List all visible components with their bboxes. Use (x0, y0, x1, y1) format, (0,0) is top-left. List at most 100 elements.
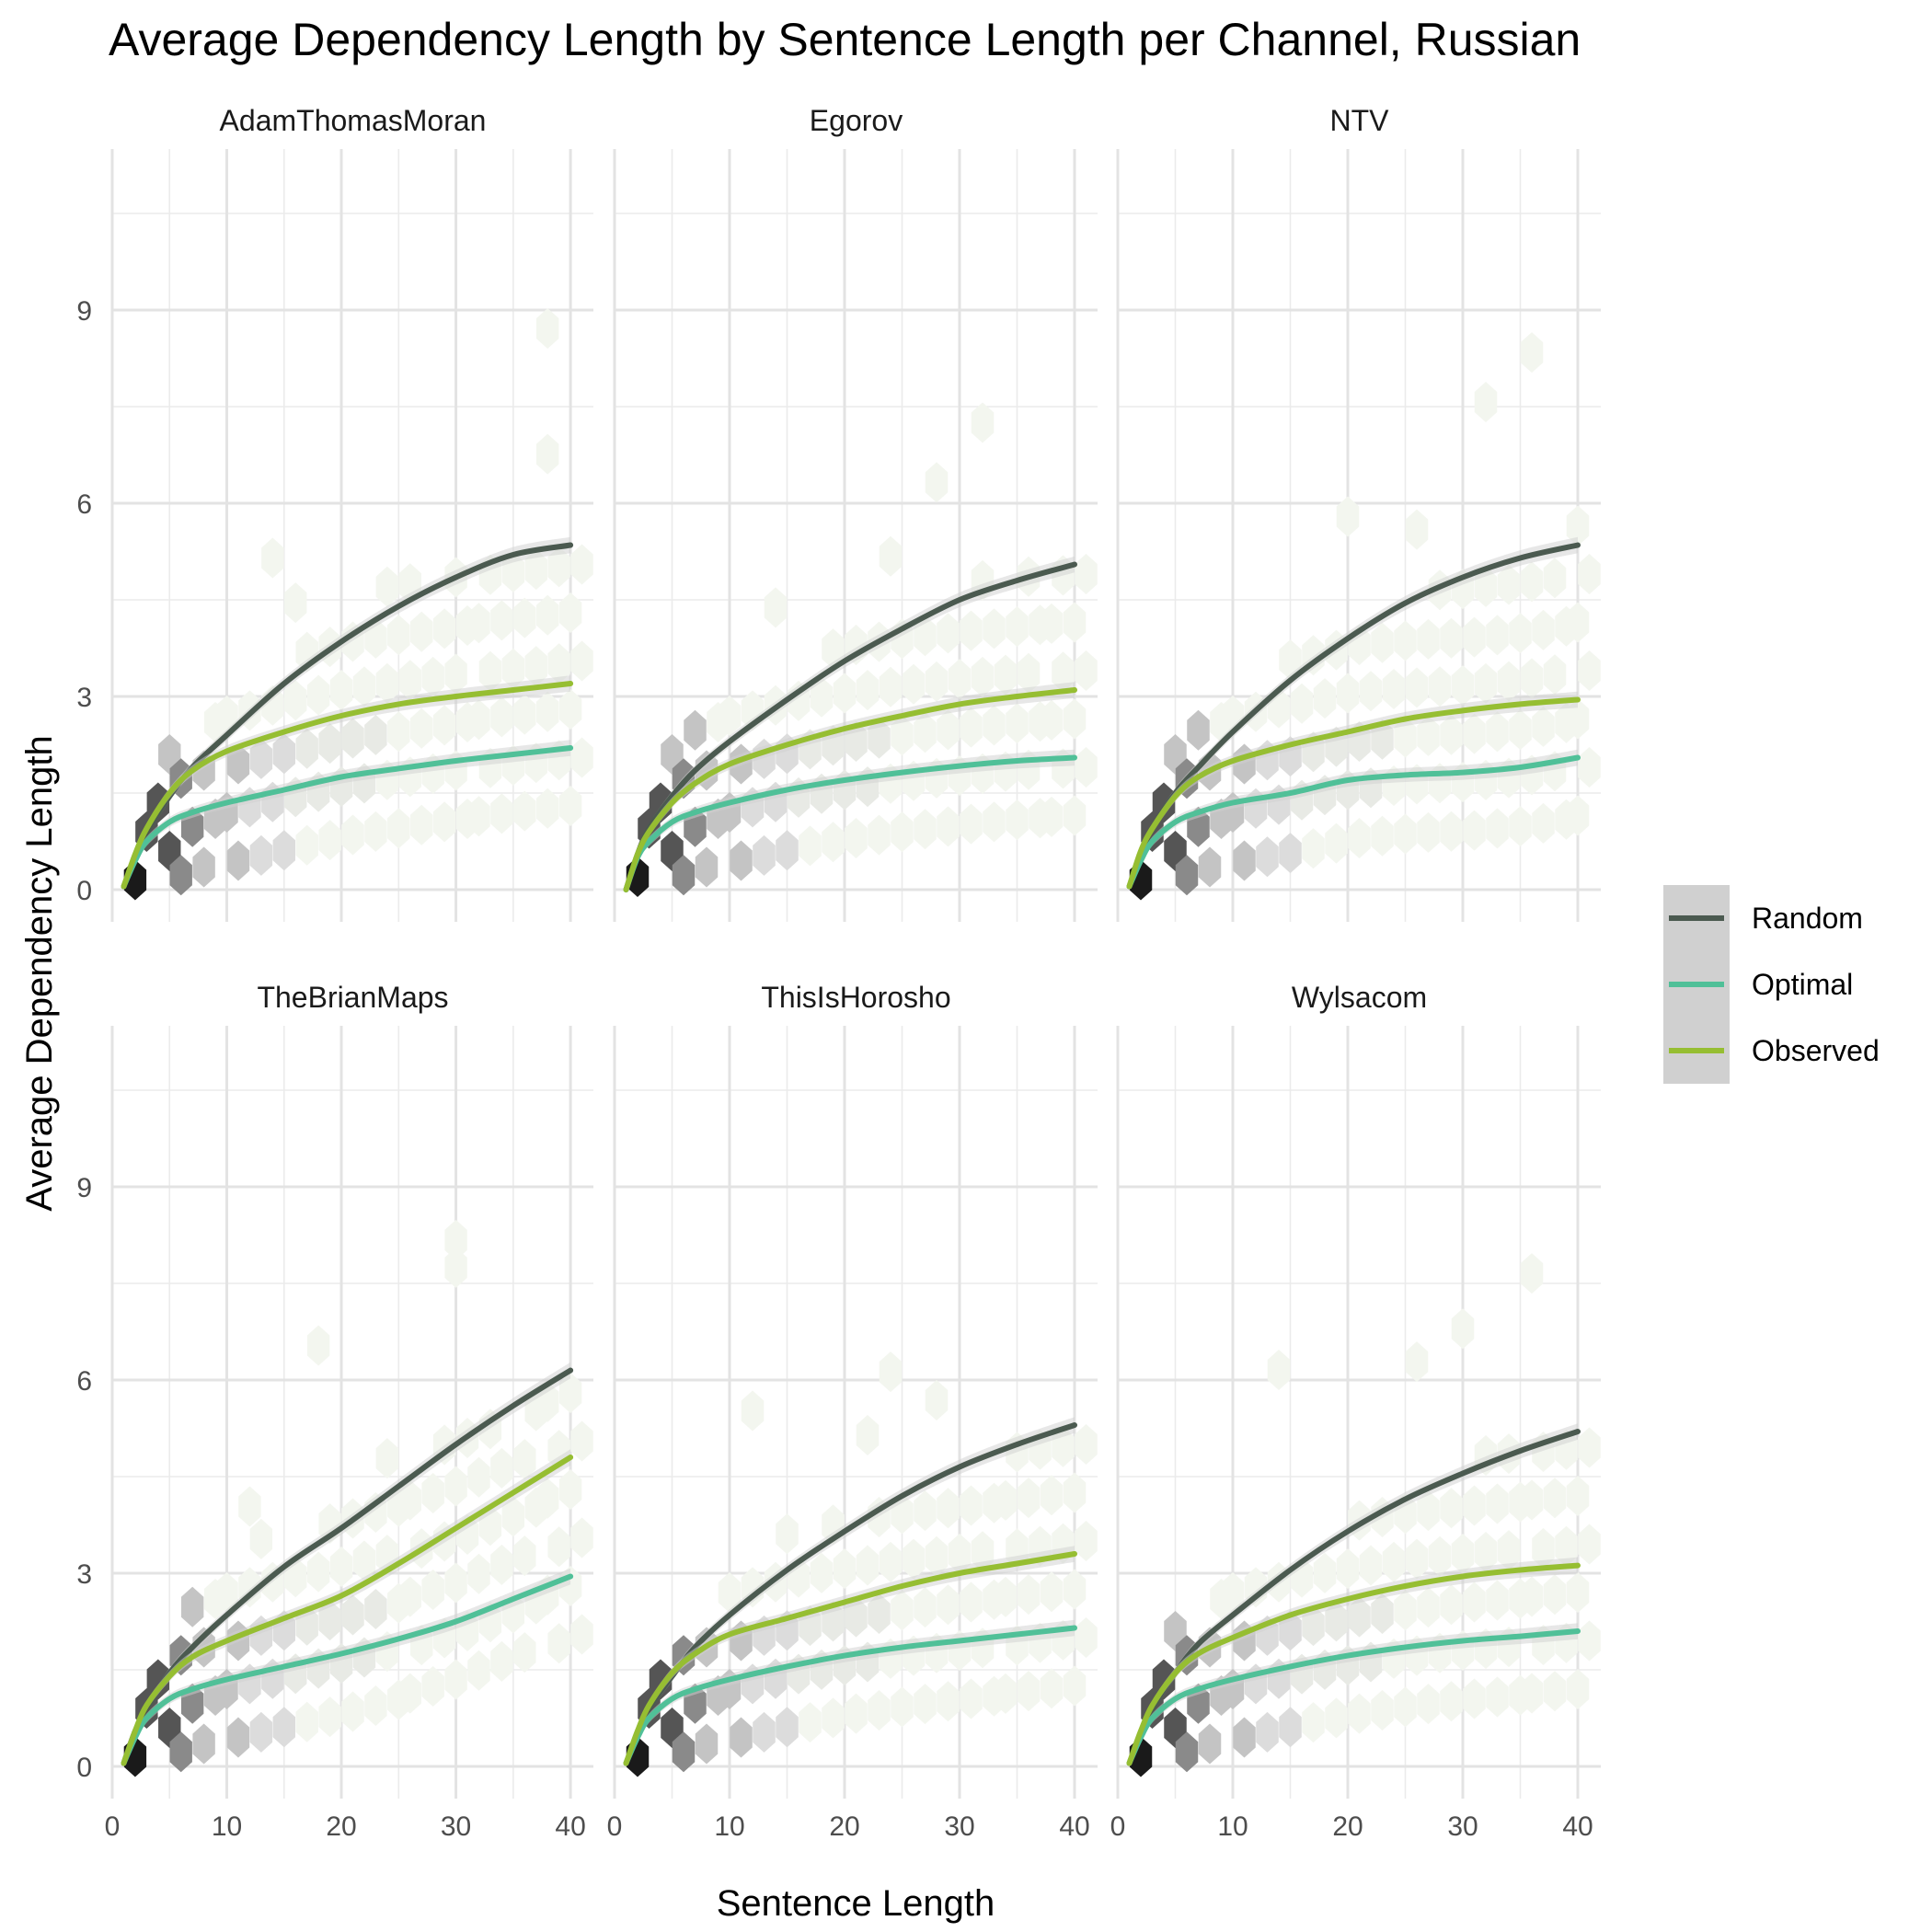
hexbin-cell (1394, 1590, 1417, 1631)
hexbin-cell (833, 673, 857, 714)
hexbin-cell (467, 1456, 490, 1498)
x-tick-label: 30 (1447, 1811, 1478, 1842)
hexbin-cell (937, 1584, 960, 1626)
hexbin-cell (467, 699, 490, 741)
panel-AdamThomasMoran: AdamThomasMoran 0 3 6 9 (76, 104, 593, 922)
hexbin-cell (856, 1415, 880, 1456)
panel-strip-label: AdamThomasMoran (220, 104, 487, 137)
hexbin-cell (1486, 1676, 1509, 1718)
hexbin-cell (856, 670, 880, 711)
hexbin-cell (1040, 699, 1064, 741)
hexbin-cell (1256, 1711, 1279, 1753)
hexbin-cell (695, 1723, 719, 1765)
x-tick-label: 40 (555, 1811, 585, 1842)
hexbin-cell (398, 660, 421, 701)
series-line-observed (623, 1551, 1077, 1766)
hexbin-cell (649, 1659, 673, 1700)
hexbin-cell (1152, 1659, 1176, 1700)
hexbin-cell (1063, 698, 1087, 740)
hexbin-cell (1233, 1717, 1256, 1758)
hexbin-cell (318, 1600, 341, 1641)
hexbin-cell (960, 610, 983, 651)
hexbin-cell (1486, 711, 1509, 753)
hexbin-cell (684, 709, 707, 751)
hexbin-cell (1532, 802, 1555, 844)
hexbin-cell (570, 640, 593, 682)
hexbin-cell (387, 711, 410, 753)
hexbin-cell (1348, 1596, 1371, 1638)
series-band-random (123, 1362, 571, 1767)
series-band-observed (123, 675, 571, 891)
panel-strip-label: TheBrianMaps (257, 981, 448, 1014)
hexbin-cell (1017, 1574, 1041, 1616)
hexbin-cell (1348, 1693, 1371, 1734)
hexbin-cell (444, 653, 467, 695)
y-tick-label: 0 (76, 1753, 92, 1783)
hexbin-cell (467, 1553, 490, 1594)
hexbin-cell (272, 733, 295, 775)
hexbin-cell (1520, 1576, 1544, 1617)
hexbin-cell (1474, 382, 1498, 423)
hexbin-cell (421, 656, 444, 697)
hexbin-cell (558, 689, 582, 730)
series-line-observed (1126, 1562, 1581, 1766)
hexbin-cell (810, 1552, 834, 1593)
y-tick-label: 6 (76, 489, 92, 520)
hexbin-cell (1578, 747, 1601, 788)
y-tick-label: 0 (76, 876, 92, 906)
hexbin-cell (364, 811, 387, 852)
hexbin-cell (432, 608, 456, 650)
hexbin-cell (1221, 1572, 1245, 1613)
hexbin-cell (1006, 799, 1029, 841)
hexbin-cell (1543, 558, 1567, 599)
x-tick-label: 10 (714, 1811, 744, 1842)
hexbin-cell (490, 696, 513, 738)
hexbin-cell (1463, 616, 1486, 658)
hexbin-cell (513, 1535, 536, 1577)
hexbin-cell (776, 1707, 799, 1748)
hexbin-cell (1463, 1678, 1486, 1719)
hexbin-cell (1486, 1483, 1509, 1524)
panel-NTV: NTV (1116, 104, 1601, 922)
hexbin-cell (948, 1534, 972, 1574)
panel-TheBrianMaps: TheBrianMaps 0 3 6 9 0 10 20 30 40 (76, 981, 593, 1842)
hexbin-cell (226, 840, 250, 881)
hexbin-cell (169, 1731, 192, 1773)
x-tick-label: 10 (212, 1811, 242, 1842)
hexbin-cell (398, 1576, 421, 1617)
hexbin-cell (937, 1681, 960, 1722)
hexbin-cell (1302, 828, 1325, 869)
hexbin-cell (902, 1538, 926, 1580)
hexbin-cell (879, 1541, 903, 1582)
hexbin-cell (718, 696, 742, 736)
hexbin-cell (215, 1572, 238, 1613)
y-tick-label: 3 (76, 683, 92, 713)
hexbin-cell (1040, 1571, 1064, 1613)
hexbin-cell (558, 786, 582, 826)
hexbin-cell (364, 1685, 387, 1727)
panel-grid (1116, 149, 1601, 922)
hexbin-cell (983, 608, 1006, 650)
hexbin-cell (1451, 1534, 1475, 1574)
hexbin-cell (1463, 1485, 1486, 1526)
series-line-optimal (1126, 1628, 1581, 1766)
hexbin-cell (1405, 1341, 1429, 1383)
hexbin-cell (1394, 620, 1417, 661)
hexbin-cell (1532, 609, 1555, 650)
y-axis-label: Average Dependency Length (19, 735, 60, 1211)
hexbin-cell (960, 1678, 983, 1719)
hexbin-cell (1302, 1702, 1325, 1743)
hexbin-cell (1075, 650, 1098, 691)
hexbin-cell (1497, 564, 1521, 605)
hexbin-cell (994, 654, 1018, 696)
y-tick-label: 9 (76, 1173, 92, 1203)
x-tick-label: 0 (1110, 1811, 1126, 1842)
hexbin-cell (1509, 613, 1532, 654)
hexbin-cell (753, 1711, 776, 1753)
hexbin-cell (1063, 1569, 1087, 1610)
hexbin-cell (1040, 1475, 1064, 1516)
hexbin-cell (868, 814, 891, 856)
legend-label: Random (1752, 902, 1863, 935)
hexbin-cell (994, 1673, 1018, 1714)
hexbin-cell (490, 600, 513, 641)
